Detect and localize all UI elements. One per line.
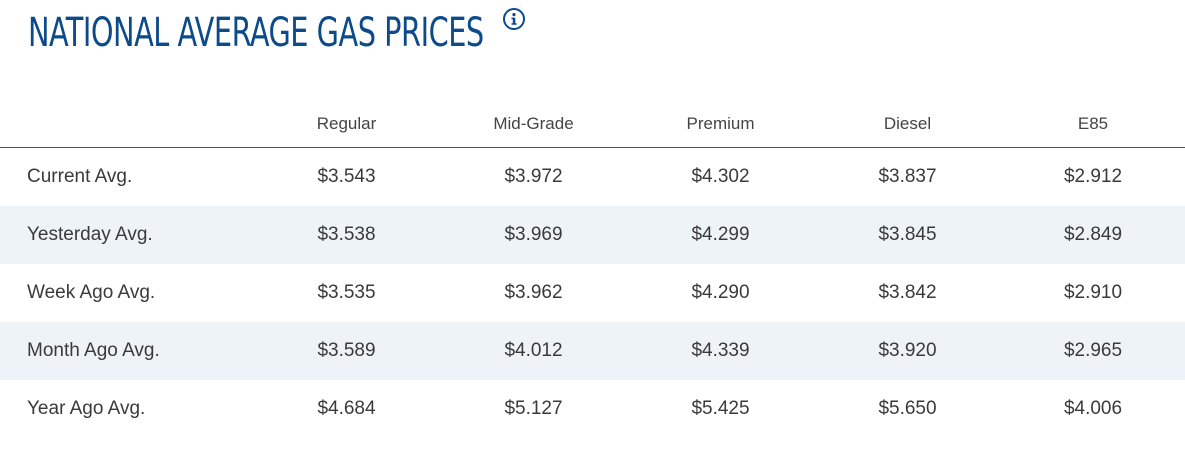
price-cell-regular: $3.538: [253, 206, 440, 264]
price-cell-mid-grade: $4.012: [440, 322, 627, 380]
column-header-premium: Premium: [627, 100, 814, 148]
price-cell-e85: $2.965: [1001, 322, 1185, 380]
row-label: Current Avg.: [27, 166, 133, 187]
table-row-yesterday: Yesterday Avg. $3.538 $3.969 $4.299 $3.8…: [0, 206, 1185, 264]
row-label: Year Ago Avg.: [27, 398, 146, 419]
price-cell-diesel: $5.650: [878, 398, 937, 419]
price-cell-e85: $2.849: [1001, 206, 1185, 264]
price-cell-diesel: $3.845: [814, 206, 1001, 264]
price-cell-regular: $4.684: [317, 398, 376, 419]
price-cell-mid-grade: $3.969: [440, 206, 627, 264]
price-cell-mid-grade: $3.962: [504, 282, 563, 303]
price-cell-regular: $3.543: [317, 166, 376, 187]
column-header-mid-grade: Mid-Grade: [440, 100, 627, 148]
table-row-year-ago: Year Ago Avg. $4.684 $5.127 $5.425 $5.65…: [0, 380, 1185, 438]
price-cell-premium: $4.299: [627, 206, 814, 264]
table-header-row: Regular Mid-Grade Premium Diesel E85: [0, 100, 1185, 148]
info-glyph-icon: [511, 13, 517, 25]
price-cell-diesel: $3.920: [814, 322, 1001, 380]
price-cell-mid-grade: $5.127: [504, 398, 563, 419]
row-label: Week Ago Avg.: [27, 282, 156, 303]
page-title: NATIONAL AVERAGE GAS PRICES: [28, 10, 484, 56]
price-cell-premium: $4.339: [627, 322, 814, 380]
row-label: Yesterday Avg.: [0, 206, 253, 264]
price-cell-e85: $2.910: [1063, 282, 1123, 303]
column-header-label: [0, 100, 253, 148]
info-icon[interactable]: [503, 8, 525, 30]
column-header-diesel: Diesel: [814, 100, 1001, 148]
price-cell-diesel: $3.837: [878, 166, 937, 187]
price-cell-e85: $2.912: [1063, 166, 1123, 187]
price-cell-premium: $4.290: [691, 282, 750, 303]
table-row-current: Current Avg. $3.543 $3.972 $4.302 $3.837…: [0, 148, 1185, 207]
price-cell-regular: $3.535: [317, 282, 376, 303]
page-header: NATIONAL AVERAGE GAS PRICES: [28, 8, 598, 58]
price-cell-premium: $5.425: [691, 398, 750, 419]
price-cell-premium: $4.302: [691, 166, 750, 187]
gas-prices-table: Regular Mid-Grade Premium Diesel E85 Cur…: [0, 100, 1185, 438]
price-cell-mid-grade: $3.972: [504, 166, 563, 187]
price-cell-diesel: $3.842: [878, 282, 937, 303]
column-header-regular: Regular: [253, 100, 440, 148]
row-label: Month Ago Avg.: [0, 322, 253, 380]
price-cell-e85: $4.006: [1063, 398, 1123, 419]
column-header-e85: E85: [1001, 100, 1185, 148]
price-cell-regular: $3.589: [253, 322, 440, 380]
table-row-week-ago: Week Ago Avg. $3.535 $3.962 $4.290 $3.84…: [0, 264, 1185, 322]
table-row-month-ago: Month Ago Avg. $3.589 $4.012 $4.339 $3.9…: [0, 322, 1185, 380]
